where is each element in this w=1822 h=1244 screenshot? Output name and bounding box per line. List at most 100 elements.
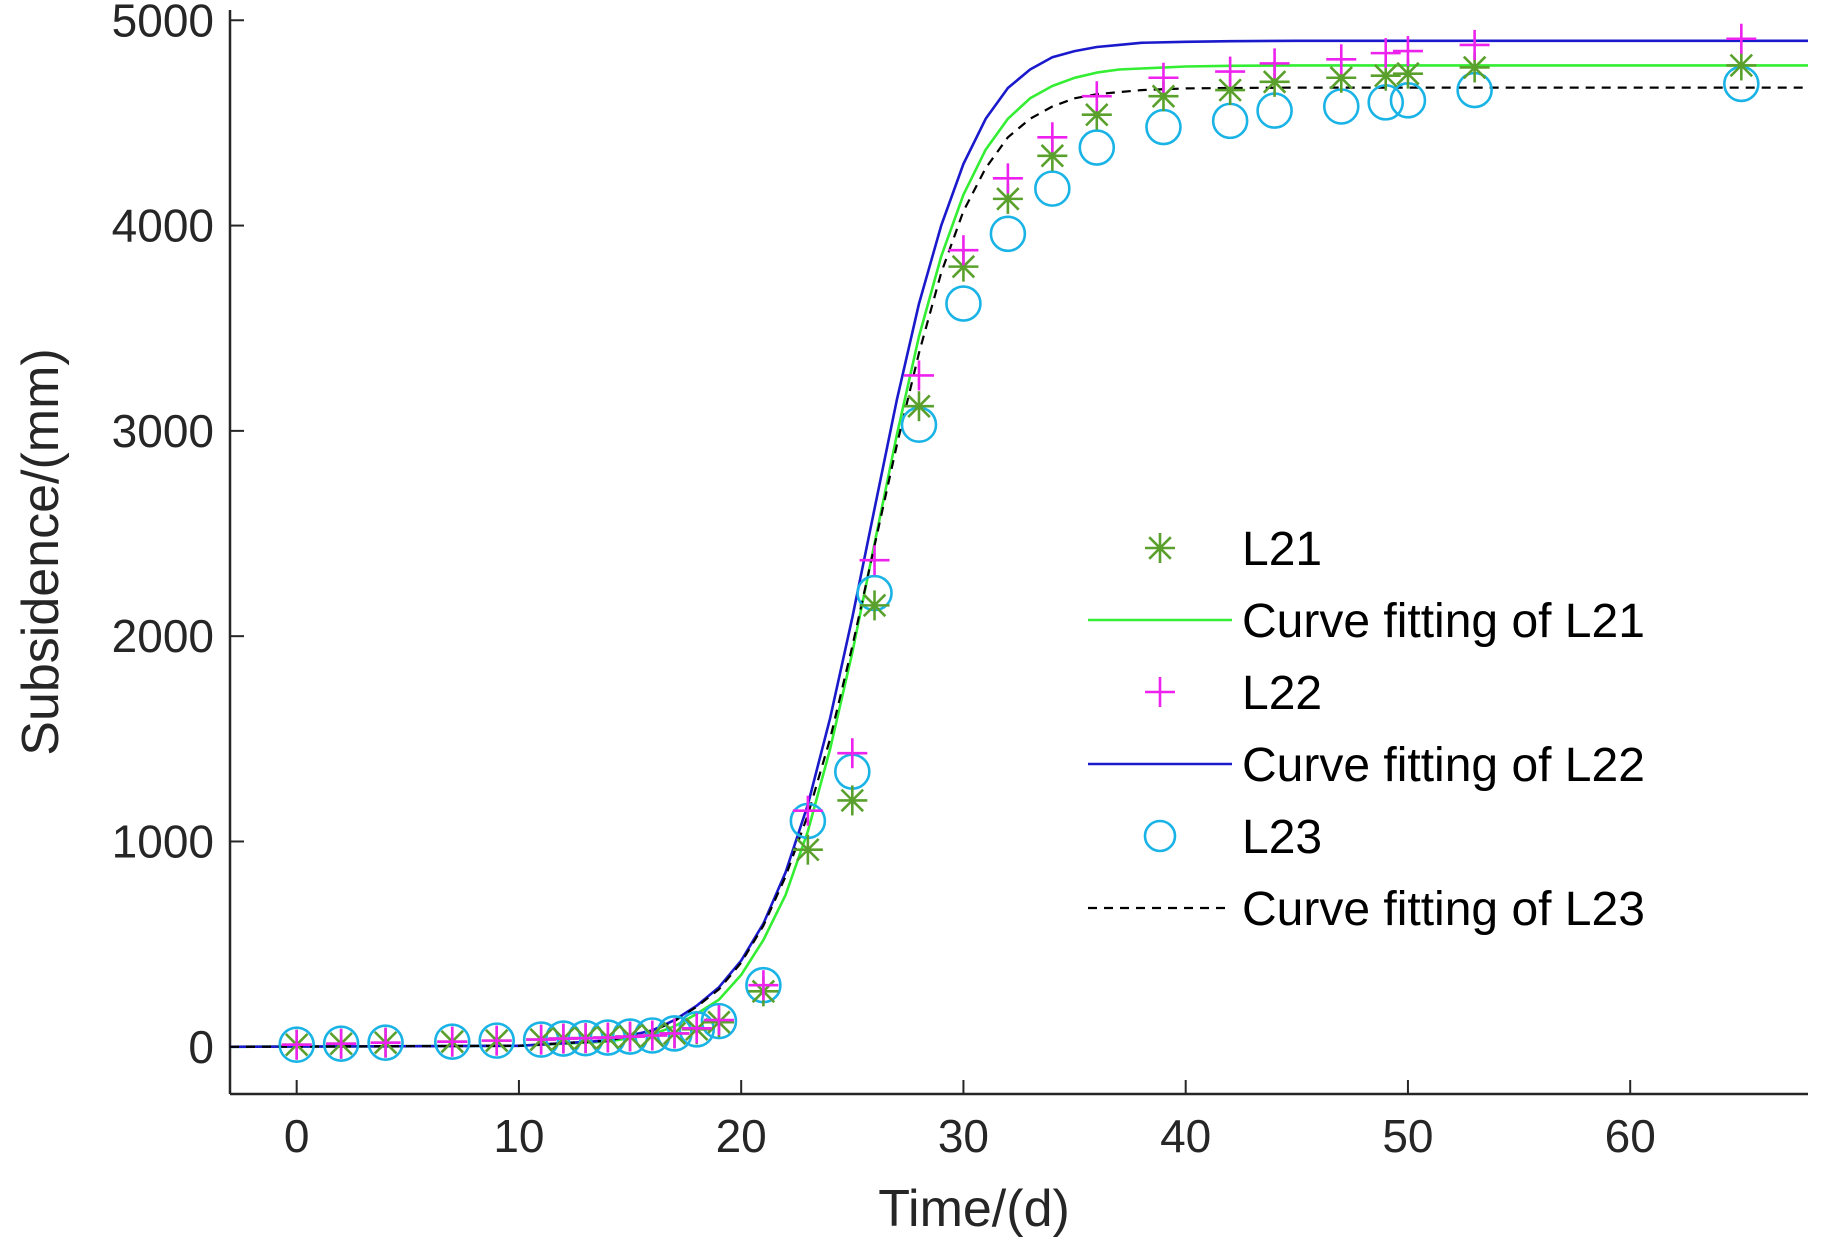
marker-stroke xyxy=(1151,84,1176,108)
marker-stroke xyxy=(1085,102,1109,127)
y-tick-label: 1000 xyxy=(112,815,214,867)
data-point-plus xyxy=(859,545,890,576)
data-point-plus xyxy=(1370,38,1401,69)
data-point-plus xyxy=(281,1029,312,1060)
data-point-plus xyxy=(1459,29,1490,60)
marker-stroke xyxy=(322,1025,360,1063)
marker-stroke xyxy=(1373,63,1398,88)
data-point-asterisk xyxy=(1037,140,1068,171)
data-point-asterisk xyxy=(903,391,934,422)
data-point-circle xyxy=(989,215,1027,253)
data-point-asterisk xyxy=(1081,99,1112,130)
x-tick-label: 50 xyxy=(1382,1110,1433,1162)
data-point-asterisk xyxy=(948,251,979,282)
data-point-plus xyxy=(437,1026,468,1057)
marker-stroke xyxy=(1256,92,1293,129)
y-axis-label: Subsidence/(mm) xyxy=(12,348,70,755)
legend-label: Curve fitting of L23 xyxy=(1242,883,1645,936)
marker-stroke xyxy=(1211,102,1249,140)
marker-stroke xyxy=(1034,170,1071,207)
data-point-circle xyxy=(1145,108,1182,146)
marker-stroke xyxy=(1729,53,1754,78)
marker-stroke xyxy=(367,1024,404,1061)
data-point-asterisk xyxy=(1726,50,1757,81)
x-tick-label: 10 xyxy=(493,1110,544,1162)
legend-item: Curve fitting of L21 xyxy=(1088,595,1645,648)
y-tick-label: 0 xyxy=(188,1021,214,1073)
legend-label: L22 xyxy=(1242,667,1322,720)
data-point-asterisk xyxy=(792,834,823,865)
x-tick-label: 60 xyxy=(1605,1110,1656,1162)
data-point-circle xyxy=(322,1025,360,1063)
legend-label: Curve fitting of L22 xyxy=(1242,739,1645,792)
marker-stroke xyxy=(1148,536,1172,560)
x-tick-label: 0 xyxy=(284,1110,310,1162)
marker-stroke xyxy=(951,254,976,279)
y-tick-label: 5000 xyxy=(112,0,214,46)
marker-stroke xyxy=(1262,70,1287,94)
data-point-plus xyxy=(948,235,979,266)
data-point-plus xyxy=(681,1013,712,1044)
series-line-5 xyxy=(229,86,1808,1048)
data-point-plus xyxy=(659,1018,690,1049)
data-point-circle xyxy=(1211,102,1249,140)
y-tick-label: 3000 xyxy=(112,405,214,457)
legend-item: Curve fitting of L22 xyxy=(1088,739,1645,792)
data-point-circle xyxy=(1322,88,1360,125)
legend-label: L21 xyxy=(1242,523,1322,576)
legend-label: L23 xyxy=(1242,811,1322,864)
plot-markers xyxy=(278,23,1760,1064)
data-point-plus xyxy=(837,738,868,769)
data-point-circle xyxy=(433,1023,471,1060)
data-point-plus xyxy=(992,163,1023,194)
data-point-plus xyxy=(1148,62,1179,93)
data-point-plus xyxy=(326,1028,357,1059)
marker-stroke xyxy=(840,788,865,813)
data-point-plus xyxy=(703,1005,734,1036)
legend-symbol xyxy=(1145,533,1175,563)
data-point-plus xyxy=(1215,56,1246,87)
marker-stroke xyxy=(1143,819,1177,853)
data-point-circle xyxy=(278,1026,315,1064)
marker-stroke xyxy=(1322,88,1360,125)
marker-stroke xyxy=(796,837,820,862)
marker-stroke xyxy=(478,1022,516,1059)
data-point-plus xyxy=(1326,44,1357,75)
marker-stroke xyxy=(989,215,1027,253)
data-point-asterisk xyxy=(859,590,890,621)
marker-stroke xyxy=(1040,144,1065,168)
data-point-circle xyxy=(1256,92,1293,129)
data-point-circle xyxy=(478,1022,516,1059)
data-point-circle xyxy=(945,285,982,322)
legend-label: Curve fitting of L21 xyxy=(1242,595,1645,648)
marker-stroke xyxy=(1218,78,1242,102)
series-line-1 xyxy=(229,64,1808,1049)
data-point-circle xyxy=(1034,170,1071,207)
marker-stroke xyxy=(862,593,887,618)
legend-symbol xyxy=(1143,819,1177,853)
data-point-asterisk xyxy=(837,785,868,816)
data-point-plus xyxy=(481,1025,512,1056)
data-point-circle xyxy=(367,1024,404,1061)
marker-stroke xyxy=(996,187,1020,211)
legend: L21 Curve fitting of L21 L22 Curve fitting … xyxy=(1088,523,1645,936)
marker-stroke xyxy=(700,1002,738,1040)
x-tick-label: 30 xyxy=(938,1110,989,1162)
axes: 0 10 20 30 40 50 60 0 1000 2000 3000 4000 5000 xyxy=(112,0,1808,1162)
legend-item: L23 xyxy=(1143,811,1322,864)
legend-symbol xyxy=(1145,677,1175,707)
data-point-circle xyxy=(700,1002,738,1040)
legend-item: Curve fitting of L23 xyxy=(1088,883,1645,936)
legend-item: L21 xyxy=(1145,523,1322,576)
marker-stroke xyxy=(907,394,931,418)
data-point-plus xyxy=(1726,23,1757,54)
data-point-plus xyxy=(370,1027,401,1058)
marker-stroke xyxy=(278,1026,315,1064)
marker-stroke xyxy=(1078,129,1116,166)
marker-stroke xyxy=(945,285,982,322)
plot-lines xyxy=(229,39,1808,1049)
data-point-plus xyxy=(903,360,934,391)
marker-stroke xyxy=(433,1023,471,1060)
marker-stroke xyxy=(1462,55,1487,80)
